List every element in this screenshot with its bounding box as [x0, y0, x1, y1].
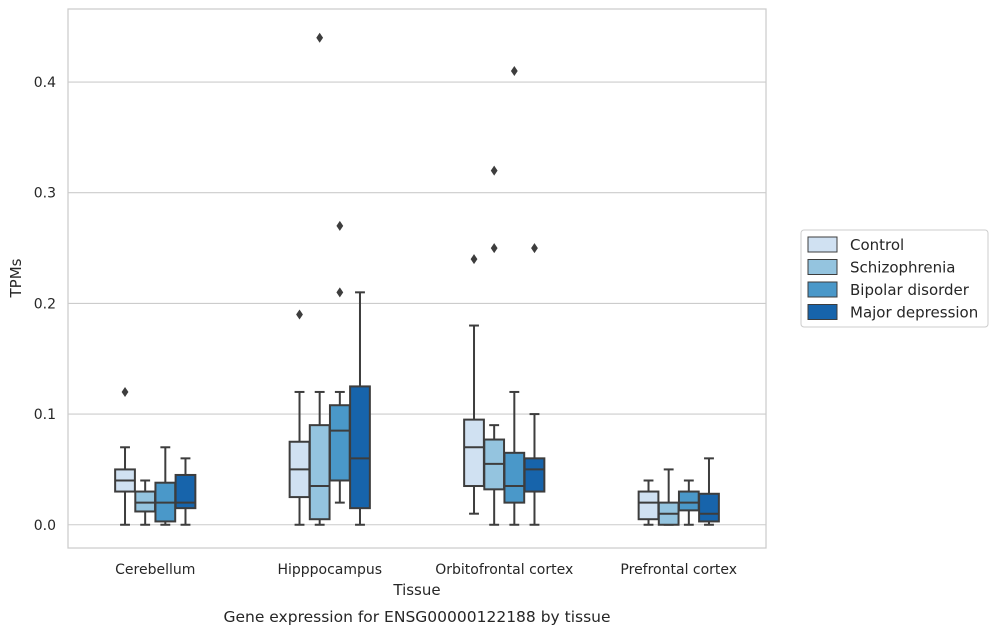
y-tick-label: 0.4 — [34, 75, 56, 91]
outlier-point — [121, 386, 129, 397]
legend-frame — [800, 229, 989, 328]
legend-label: Control — [850, 236, 904, 254]
y-tick-label: 0.2 — [34, 296, 56, 312]
box-body — [134, 490, 157, 513]
box-2-1 — [483, 165, 506, 526]
outlier-point — [316, 32, 324, 43]
box-2-0 — [463, 254, 485, 515]
outlier-point — [531, 243, 538, 254]
x-axis-label: Tissue — [392, 581, 440, 599]
box-3-0 — [637, 479, 660, 526]
y-tick-label: 0.0 — [34, 518, 56, 534]
box-body — [463, 418, 485, 488]
x-tick-label: Hipppocampus — [277, 562, 382, 578]
x-tick-labels: Cerebellum Hipppocampus Orbitofrontal cort… — [115, 562, 737, 578]
box-body — [698, 492, 720, 523]
box-body — [523, 457, 546, 493]
box-0-2 — [154, 446, 177, 526]
box-0-3 — [174, 457, 197, 526]
outlier-point — [336, 220, 344, 231]
outlier-point — [470, 254, 478, 265]
plot-frame — [67, 8, 767, 549]
legend-label: Schizophrenia — [850, 259, 955, 277]
legend-label: Bipolar disorder — [850, 281, 970, 299]
y-tick-label: 0.3 — [34, 186, 56, 202]
outlier-point — [490, 243, 498, 254]
box-3-3 — [698, 457, 720, 526]
legend-swatch — [807, 259, 838, 275]
box-groups — [114, 32, 720, 526]
outlier-point — [296, 309, 303, 320]
legend-swatch — [807, 236, 838, 253]
box-2-3 — [523, 243, 546, 526]
outlier-point — [510, 65, 518, 76]
box-body — [349, 385, 371, 510]
box-body — [677, 490, 700, 512]
outlier-point — [336, 287, 344, 298]
box-0-0 — [114, 386, 136, 526]
box-body — [637, 490, 660, 521]
box-1-0 — [288, 309, 311, 526]
legend-swatch — [807, 281, 838, 298]
legend-swatch — [807, 304, 838, 320]
y-tick-label: 0.1 — [34, 407, 56, 423]
y-tick-labels: 0.0 0.1 0.2 0.3 0.4 — [34, 75, 56, 534]
box-body — [503, 451, 526, 504]
box-body — [308, 424, 331, 521]
x-tick-label: Cerebellum — [115, 562, 195, 578]
box-3-2 — [677, 479, 700, 526]
outlier-point — [490, 165, 498, 176]
x-tick-label: Prefrontal cortex — [620, 562, 737, 578]
legend-label: Major depression — [850, 304, 978, 322]
x-tick-label: Orbitofrontal cortex — [435, 562, 573, 578]
box-0-1 — [134, 479, 157, 526]
box-1-3 — [349, 291, 371, 526]
box-1-2 — [328, 220, 351, 504]
box-1-1 — [308, 32, 331, 526]
box-body — [328, 404, 351, 482]
y-axis-label: TPMs — [7, 258, 25, 298]
box-2-2 — [503, 65, 526, 526]
box-3-1 — [657, 468, 680, 526]
box-body — [174, 473, 197, 510]
figure-caption: Gene expression for ENSG00000122188 by t… — [223, 608, 610, 626]
legend: Control Schizophrenia Bipolar disorder Majo… — [800, 229, 989, 328]
grid-lines — [68, 81, 766, 526]
